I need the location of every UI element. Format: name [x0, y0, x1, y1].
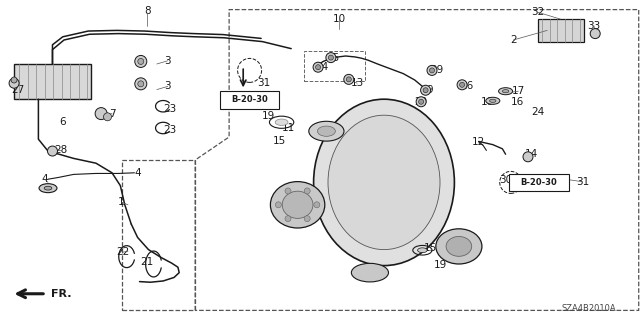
Ellipse shape	[39, 184, 57, 193]
Ellipse shape	[351, 263, 388, 282]
Text: FR.: FR.	[51, 289, 72, 299]
Circle shape	[457, 80, 467, 90]
Ellipse shape	[418, 248, 428, 253]
Circle shape	[313, 62, 323, 72]
Ellipse shape	[44, 186, 52, 190]
Text: 22: 22	[116, 247, 129, 257]
Circle shape	[326, 52, 336, 63]
Circle shape	[275, 202, 282, 208]
Text: 10: 10	[333, 14, 346, 24]
Ellipse shape	[328, 115, 440, 250]
Text: 31: 31	[257, 78, 270, 88]
Circle shape	[304, 188, 310, 194]
Ellipse shape	[317, 126, 335, 136]
Text: 30: 30	[256, 91, 269, 101]
Text: 27: 27	[12, 84, 24, 95]
Circle shape	[427, 65, 437, 76]
Circle shape	[523, 152, 533, 162]
Circle shape	[419, 99, 424, 104]
Text: 13: 13	[351, 78, 364, 88]
Text: 6: 6	[60, 116, 66, 127]
Text: 15: 15	[424, 243, 436, 253]
Text: 25: 25	[326, 52, 339, 63]
Circle shape	[344, 74, 354, 84]
Ellipse shape	[314, 99, 454, 266]
Circle shape	[135, 78, 147, 90]
Text: 12: 12	[472, 137, 485, 148]
Text: 19: 19	[262, 111, 275, 121]
Circle shape	[11, 77, 17, 83]
Ellipse shape	[446, 236, 472, 256]
Ellipse shape	[499, 88, 513, 95]
Text: SZA4B2010A: SZA4B2010A	[561, 304, 616, 313]
Circle shape	[138, 81, 144, 87]
Text: 7: 7	[109, 108, 115, 119]
Text: 30: 30	[499, 175, 512, 185]
Text: 3: 3	[164, 81, 171, 92]
Bar	[538, 19, 584, 42]
Circle shape	[590, 28, 600, 39]
Text: 21: 21	[141, 257, 154, 267]
Text: 23: 23	[163, 124, 176, 135]
Text: 20: 20	[415, 97, 428, 108]
Text: 29: 29	[430, 65, 443, 76]
Circle shape	[9, 78, 19, 88]
Circle shape	[104, 113, 111, 121]
FancyBboxPatch shape	[220, 91, 280, 109]
Text: 23: 23	[163, 104, 176, 114]
Text: 1: 1	[118, 197, 125, 207]
Text: 4: 4	[134, 168, 141, 179]
Text: 4: 4	[42, 174, 48, 184]
Text: 14: 14	[525, 148, 538, 159]
Circle shape	[138, 59, 144, 64]
Text: 18: 18	[481, 97, 494, 107]
Ellipse shape	[282, 191, 313, 218]
Circle shape	[429, 68, 435, 73]
Text: 11: 11	[282, 123, 294, 133]
Ellipse shape	[275, 119, 288, 125]
Circle shape	[420, 85, 431, 95]
Circle shape	[285, 216, 291, 222]
Circle shape	[423, 88, 428, 93]
Text: 26: 26	[461, 81, 474, 92]
Ellipse shape	[502, 90, 509, 93]
Text: 2: 2	[510, 35, 516, 45]
Text: 24: 24	[316, 62, 328, 72]
Bar	[14, 64, 91, 99]
Text: 24: 24	[531, 107, 544, 117]
Text: 3: 3	[164, 56, 171, 66]
Ellipse shape	[308, 121, 344, 141]
Circle shape	[47, 146, 58, 156]
Text: 15: 15	[273, 136, 286, 147]
Circle shape	[416, 97, 426, 107]
Text: 19: 19	[434, 260, 447, 270]
Circle shape	[285, 188, 291, 194]
Circle shape	[328, 55, 333, 60]
Circle shape	[460, 82, 465, 87]
Text: B-20-30: B-20-30	[520, 178, 557, 187]
Ellipse shape	[490, 99, 496, 102]
Circle shape	[346, 77, 351, 82]
Text: B-20-30: B-20-30	[231, 95, 268, 104]
Circle shape	[95, 108, 107, 120]
FancyBboxPatch shape	[509, 174, 569, 191]
Text: 16: 16	[511, 97, 524, 108]
Text: 17: 17	[512, 86, 525, 96]
Text: 28: 28	[54, 145, 67, 156]
Circle shape	[304, 216, 310, 222]
Ellipse shape	[271, 182, 325, 228]
Circle shape	[314, 202, 320, 208]
Text: 8: 8	[144, 6, 150, 16]
Text: 32: 32	[531, 7, 544, 17]
Text: 33: 33	[588, 20, 600, 31]
Circle shape	[316, 65, 321, 70]
Text: 5: 5	[42, 184, 48, 194]
Text: 9: 9	[427, 85, 433, 95]
Circle shape	[135, 55, 147, 68]
Ellipse shape	[436, 229, 482, 264]
Bar	[304, 51, 365, 81]
Ellipse shape	[486, 97, 500, 104]
Text: 31: 31	[576, 177, 589, 187]
